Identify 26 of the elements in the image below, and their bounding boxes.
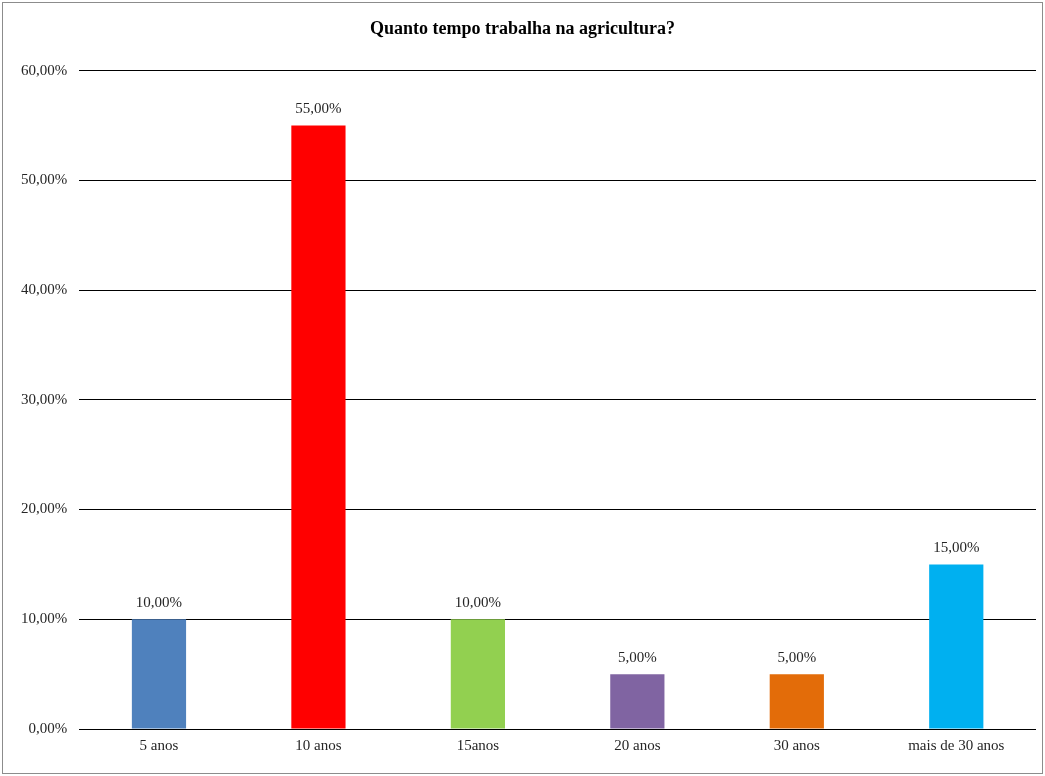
x-tick-label: mais de 30 anos: [908, 736, 1005, 753]
y-tick-label: 0,00%: [28, 719, 68, 736]
data-label: 5,00%: [617, 648, 657, 665]
data-label: 15,00%: [933, 538, 980, 555]
x-tick-label: 20 anos: [614, 736, 661, 753]
y-tick-label: 10,00%: [21, 610, 68, 627]
y-tick-label: 50,00%: [21, 171, 68, 188]
y-tick-label: 20,00%: [21, 500, 68, 517]
chart-title: Quanto tempo trabalha na agricultura?: [369, 18, 676, 39]
y-tick-label: 60,00%: [21, 61, 68, 78]
bar: [610, 674, 665, 729]
bar: [929, 564, 984, 729]
y-tick-label: 30,00%: [21, 390, 68, 407]
x-tick-label: 10 anos: [295, 736, 342, 753]
data-label: 55,00%: [295, 99, 342, 116]
y-tick-label: 40,00%: [21, 281, 68, 297]
x-tick-label: 15anos: [456, 736, 500, 753]
data-label: 10,00%: [135, 593, 183, 610]
x-tick-label: 5 anos: [139, 736, 179, 753]
bar: [450, 619, 505, 729]
x-tick-label: 30 anos: [773, 736, 821, 753]
bar: [769, 674, 824, 729]
bar: [131, 619, 187, 729]
bar: [291, 125, 346, 729]
data-label: 10,00%: [454, 593, 502, 610]
data-label: 5,00%: [777, 648, 817, 665]
